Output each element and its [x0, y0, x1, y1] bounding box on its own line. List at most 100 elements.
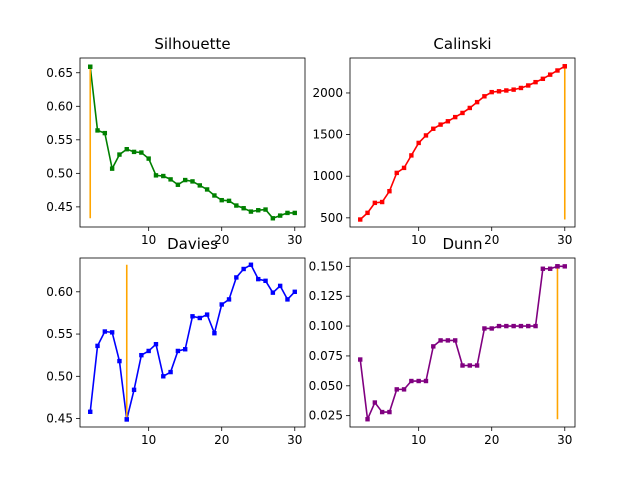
dunn-point [547, 266, 553, 271]
davies-point [219, 302, 224, 307]
dunn-subplot: Dunn 10 20 30 0.025 0.050 0.075 0.100 0.125 0.150 [309, 235, 576, 447]
davies-point [197, 315, 203, 321]
dunn-point [365, 417, 370, 422]
dunn-ytick-label: 0.125 [309, 289, 343, 303]
dunn-point [562, 264, 567, 269]
calinski-point [365, 210, 370, 216]
davies-point [182, 347, 188, 352]
dunn-title: Dunn [442, 235, 482, 253]
dunn-point [460, 363, 465, 368]
calinski-point [358, 217, 363, 222]
silhouette-xtick-label: 30 [287, 233, 302, 247]
davies-point [190, 314, 195, 319]
silhouette-point [270, 216, 276, 221]
calinski-point [474, 99, 480, 105]
davies-title: Davies [167, 235, 218, 253]
dunn-point [482, 326, 487, 331]
davies-point [277, 283, 283, 289]
calinski-point [409, 153, 414, 158]
davies-point [204, 312, 210, 317]
calinski-point [467, 105, 473, 111]
davies-ytick-label: 0.60 [46, 285, 73, 299]
calinski-ytick-label: 1000 [312, 169, 343, 183]
davies-axes-frame [79, 257, 306, 428]
silhouette-point [109, 166, 115, 171]
calinski-series-line [359, 65, 566, 221]
silhouette-point [182, 177, 188, 183]
davies-point [234, 275, 239, 280]
calinski-point [504, 88, 509, 93]
calinski-point [460, 110, 465, 116]
calinski-point [555, 68, 560, 73]
calinski-point [511, 87, 516, 92]
dunn-point [372, 400, 378, 405]
dunn-point [518, 323, 524, 329]
calinski-point [438, 122, 443, 127]
dunn-point [431, 344, 436, 349]
dunn-xtick-label: 20 [484, 433, 499, 447]
calinski-xtick-label: 10 [411, 233, 426, 247]
calinski-point [540, 76, 546, 82]
davies-point [131, 387, 137, 393]
silhouette-point [234, 203, 239, 208]
calinski-point [547, 72, 553, 77]
silhouette-point [190, 179, 195, 184]
dunn-point [387, 409, 392, 415]
silhouette-point [131, 149, 137, 155]
calinski-point [518, 85, 524, 91]
silhouette-point [117, 152, 122, 157]
silhouette-title: Silhouette [154, 35, 230, 53]
davies-point [270, 290, 276, 295]
dunn-point [423, 378, 429, 384]
silhouette-ytick-label: 0.55 [46, 133, 73, 147]
silhouette-point [219, 197, 224, 203]
calinski-point [387, 189, 392, 194]
calinski-best-k-point [562, 64, 567, 69]
dunn-point [526, 323, 531, 329]
calinski-point [379, 199, 385, 205]
silhouette-point [263, 207, 268, 212]
silhouette-ytick-label: 0.45 [46, 200, 73, 214]
davies-point [88, 409, 93, 414]
calinski-point [423, 133, 429, 138]
silhouette-point [139, 150, 144, 155]
silhouette-point [124, 147, 129, 152]
dunn-ytick-label: 0.025 [309, 409, 343, 423]
silhouette-point [197, 183, 203, 188]
dunn-point [452, 338, 458, 343]
davies-point [139, 352, 144, 358]
davies-subplot: Davies 10 20 30 0.45 0.50 0.55 0.60 [46, 235, 306, 447]
dunn-point [504, 323, 509, 329]
calinski-point [372, 200, 378, 206]
calinski-ytick-label: 2000 [312, 86, 343, 100]
calinski-ytick-label: 1500 [312, 128, 343, 142]
silhouette-point [277, 213, 283, 218]
davies-point [102, 329, 108, 334]
silhouette-ytick-label: 0.60 [46, 99, 73, 113]
silhouette-point [226, 198, 232, 204]
dunn-point [489, 326, 494, 331]
davies-series-line [89, 263, 296, 421]
davies-point [248, 262, 254, 267]
davies-point [146, 348, 151, 354]
dunn-point [416, 378, 421, 384]
dunn-series-line [359, 265, 565, 421]
dunn-xtick-label: 10 [411, 433, 426, 447]
dunn-point [474, 363, 480, 368]
dunn-point [445, 338, 451, 343]
calinski-point [489, 89, 494, 95]
silhouette-point [95, 128, 100, 133]
silhouette-series-line [89, 66, 295, 220]
calinski-point [482, 94, 487, 99]
davies-xtick-label: 20 [214, 433, 229, 447]
davies-point [161, 374, 166, 379]
davies-point [292, 289, 297, 294]
calinski-point [533, 79, 538, 85]
calinski-point [394, 170, 399, 176]
dunn-point [533, 323, 538, 329]
davies-ytick-label: 0.50 [46, 369, 73, 383]
silhouette-point [241, 206, 246, 211]
silhouette-point [204, 187, 210, 192]
davies-point [226, 297, 232, 302]
